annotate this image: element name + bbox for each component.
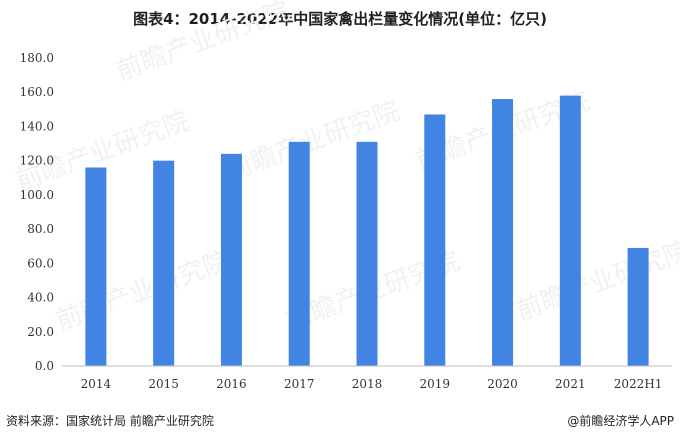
x-axis: 2014 2015 2016 2017 2018 2019 2020 2021 2022H1 (62, 365, 672, 391)
bar-chart: 前瞻产业研究院前瞻产业研究院前瞻产业研究院前瞻产业研究院前瞻产业研究院前瞻产业研… (12, 0, 680, 391)
y-tick-label: 40.0 (27, 291, 54, 305)
x-tick-label: 2021 (555, 377, 586, 391)
chart-title: 图表4：2014-2022年中国家禽出栏量变化情况(单位：亿只) (133, 10, 547, 28)
bar-2016 (220, 153, 242, 366)
y-tick-label: 80.0 (27, 222, 54, 236)
y-tick-label: 0.0 (35, 359, 54, 373)
bar-2021 (559, 95, 581, 367)
x-tick-label: 2022H1 (614, 377, 663, 391)
watermark-text: 前瞻产业研究院 (52, 246, 233, 336)
y-tick-label: 20.0 (27, 325, 54, 339)
footer: 资料来源：国家统计局 前瞻产业研究院 @前瞻经济学人APP (0, 412, 680, 437)
y-axis: 0.0 20.0 40.0 60.0 80.0 100.0 120.0 140.0 160.0 1… (20, 51, 54, 373)
y-tick-label: 60.0 (27, 256, 54, 270)
x-tick-label: 2020 (487, 377, 518, 391)
bar-2015 (153, 160, 175, 366)
bars (85, 95, 649, 367)
x-tick-label: 2014 (81, 377, 112, 391)
x-tick-label: 2016 (216, 377, 247, 391)
bar-2020 (492, 99, 514, 367)
x-tick-label: 2018 (352, 377, 383, 391)
bar-2014 (85, 167, 107, 366)
x-tick-label: 2015 (148, 377, 179, 391)
y-tick-label: 160.0 (20, 85, 54, 99)
x-tick-label: 2017 (284, 377, 315, 391)
bar-2022H1 (627, 247, 649, 366)
y-tick-label: 120.0 (20, 154, 54, 168)
y-tick-label: 140.0 (20, 119, 54, 133)
watermark-text: 前瞻产业研究院 (512, 236, 680, 326)
bar-2017 (288, 141, 310, 366)
y-tick-label: 100.0 (20, 188, 54, 202)
brand-credit: @前瞻经济学人APP (567, 414, 674, 428)
source-note: 资料来源：国家统计局 前瞻产业研究院 (6, 414, 214, 428)
x-tick-label: 2019 (420, 377, 451, 391)
y-tick-label: 180.0 (20, 51, 54, 65)
bar-2018 (356, 141, 378, 366)
bar-2019 (424, 114, 446, 366)
watermark-text: 前瞻产业研究院 (112, 0, 293, 87)
